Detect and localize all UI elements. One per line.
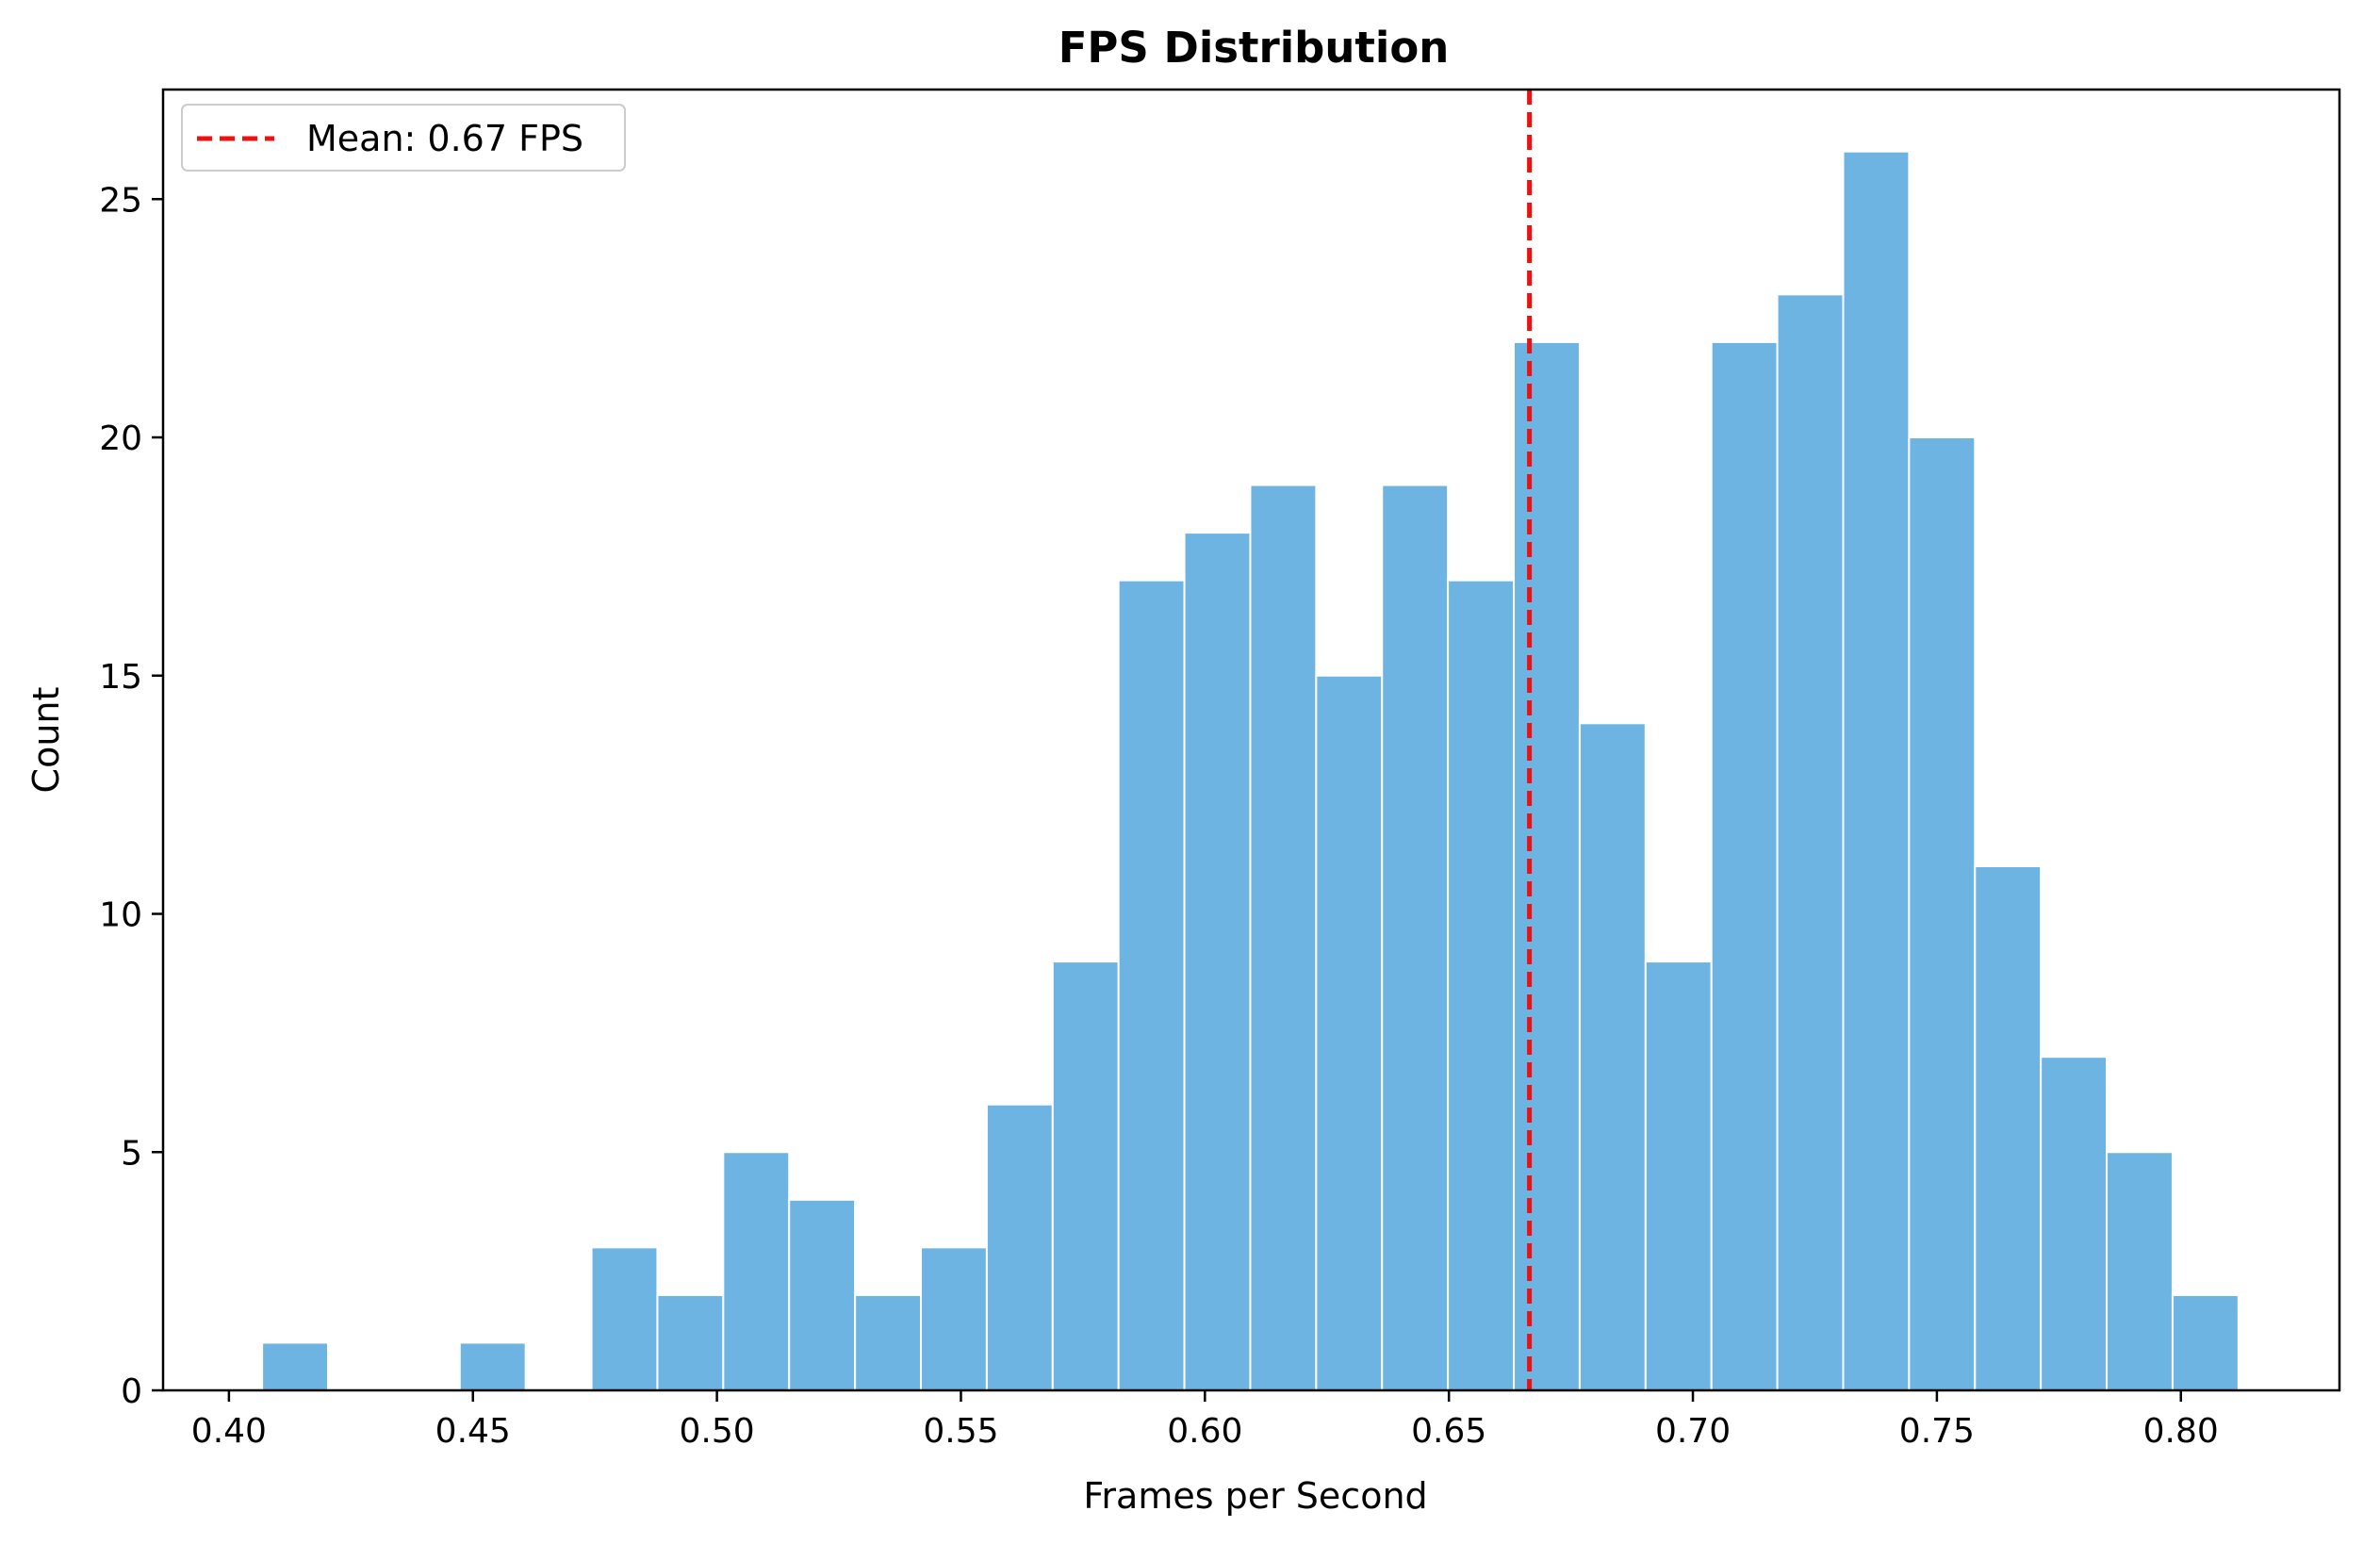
y-tick-label: 20 (99, 419, 142, 458)
histogram-bar (1908, 436, 1977, 1391)
histogram-bar (920, 1246, 988, 1391)
y-axis-ticks: 0 5 10 15 20 25 (99, 181, 163, 1411)
x-tick-label: 0.55 (923, 1412, 998, 1451)
histogram-bar (985, 1103, 1054, 1391)
histogram-bar (1381, 484, 1450, 1391)
histogram-bar (1776, 293, 1845, 1391)
histogram-bar (788, 1198, 857, 1392)
plot-frame (161, 88, 2341, 1392)
histogram-bar (590, 1246, 659, 1391)
x-tick-label: 0.60 (1167, 1412, 1242, 1451)
legend: Mean: 0.67 FPS (181, 104, 626, 172)
histogram-bar (1315, 674, 1384, 1391)
histogram-bar (722, 1151, 791, 1391)
histogram-bar (2040, 1056, 2109, 1392)
x-tick-label: 0.65 (1411, 1412, 1486, 1451)
x-tick-label: 0.50 (680, 1412, 755, 1451)
histogram-bar (1183, 532, 1252, 1391)
histogram-bar (1447, 579, 1516, 1391)
x-tick-label: 0.80 (2143, 1412, 2219, 1451)
histogram-bar (1249, 484, 1318, 1391)
y-tick-label: 10 (99, 896, 142, 935)
histogram-bar (1644, 961, 1713, 1391)
x-axis-label: Frames per Second (1083, 1475, 1427, 1517)
histogram-bar (261, 1341, 329, 1391)
histogram-bar (2106, 1151, 2174, 1391)
histogram-bar (2171, 1293, 2240, 1392)
histogram-bar (656, 1293, 725, 1392)
histogram-bars (261, 150, 2240, 1392)
chart-title: FPS Distribution (1059, 23, 1450, 73)
y-tick-label: 0 (121, 1372, 142, 1411)
histogram-bar (1974, 864, 2043, 1391)
x-axis-ticks: 0.40 0.45 0.50 0.55 0.60 0.65 0.70 0.75 0.80 (191, 1390, 2219, 1451)
axes (161, 88, 2341, 1392)
x-tick-label: 0.40 (191, 1412, 267, 1451)
histogram-bar (1578, 722, 1647, 1391)
x-tick-label: 0.70 (1655, 1412, 1731, 1451)
histogram-bar (1513, 340, 1581, 1391)
y-axis-label: Count (25, 687, 67, 794)
histogram-bar (1051, 961, 1120, 1391)
legend-mean-label: Mean: 0.67 FPS (306, 118, 583, 159)
legend-box (181, 104, 626, 172)
x-tick-label: 0.45 (435, 1412, 511, 1451)
histogram-bar (1710, 340, 1779, 1391)
histogram-bar (1842, 150, 1911, 1392)
y-tick-label: 5 (121, 1134, 142, 1173)
histogram-bar (458, 1341, 527, 1391)
y-tick-label: 25 (99, 181, 142, 220)
x-tick-label: 0.75 (1899, 1412, 1975, 1451)
histogram-bar (1117, 579, 1186, 1391)
histogram-bar (854, 1293, 923, 1392)
y-tick-label: 15 (99, 658, 142, 697)
